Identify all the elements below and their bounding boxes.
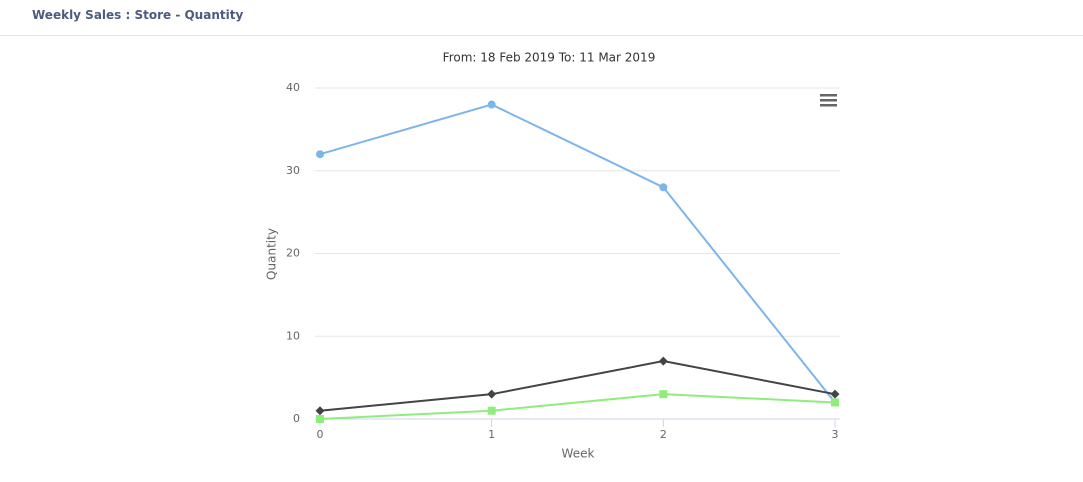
menu-button[interactable] (820, 94, 837, 107)
menu-bar (820, 94, 837, 97)
menu-bar (820, 99, 837, 102)
chart: From: 18 Feb 2019 To: 11 Mar 2019 Week Q… (265, 51, 840, 461)
point (830, 389, 840, 399)
x-tick-label: 3 (832, 428, 839, 441)
point (658, 356, 668, 366)
series-line (319, 360, 836, 412)
y-tick-label: 30 (286, 164, 300, 177)
x-tick-label: 2 (660, 428, 667, 441)
point (659, 390, 668, 399)
series-line (319, 103, 836, 404)
y-tick-label: 10 (286, 329, 300, 342)
widget-header: Weekly Sales : Store - Quantity (0, 0, 1083, 36)
point (659, 183, 668, 192)
y-axis-title: Quantity (265, 228, 279, 280)
point (315, 406, 325, 416)
point (316, 415, 324, 423)
point (831, 398, 839, 407)
widget-title: Weekly Sales : Store - Quantity (32, 8, 244, 22)
menu-bar (820, 104, 837, 107)
y-tick-label: 40 (286, 81, 300, 94)
y-tick-label: 0 (293, 412, 300, 425)
point (487, 100, 496, 109)
chart-subtitle: From: 18 Feb 2019 To: 11 Mar 2019 (443, 51, 656, 65)
point (316, 150, 324, 159)
point (487, 389, 497, 399)
point (487, 406, 496, 415)
x-tick-label: 0 (317, 428, 324, 441)
x-axis-title: Week (562, 447, 595, 461)
x-tick-label: 1 (488, 428, 495, 441)
series-line (319, 393, 836, 420)
y-tick-label: 20 (286, 247, 300, 260)
